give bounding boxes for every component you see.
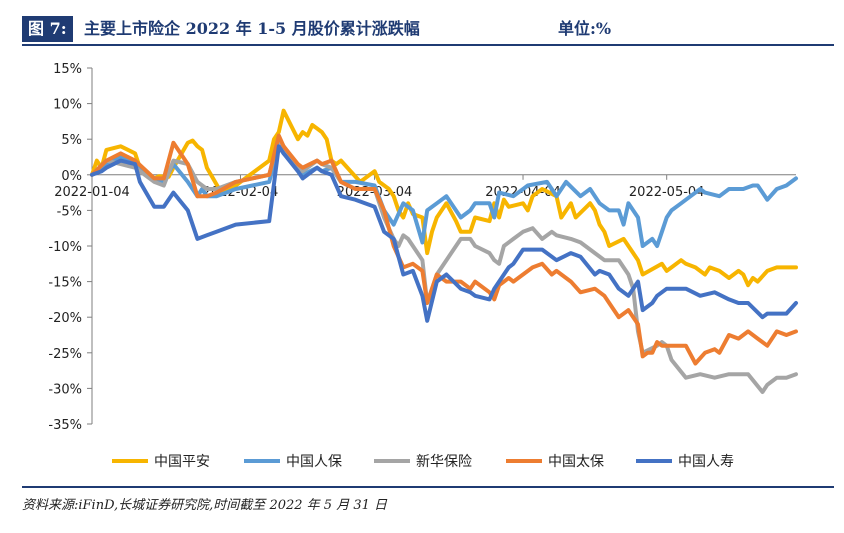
y-tick-label: -5% [57,204,82,219]
y-tick-label: -25% [48,347,82,362]
legend-label-2: 新华保险 [416,454,472,470]
figure-label: 图 7: [22,16,73,42]
x-tick-label: 2022-05-04 [629,185,705,200]
y-tick-label: -20% [48,311,82,326]
series-lines [90,108,798,394]
y-axis: 15% 10% 5% 0% -5% -10% -15% -20% -25% -30% -35% [48,62,93,433]
series-line-3 [90,133,798,366]
legend-label-1: 中国人保 [286,454,342,470]
unit-label: 单位:% [558,19,612,38]
legend-label-4: 中国人寿 [678,453,734,470]
y-tick-label: -30% [48,382,82,397]
chart-title: 主要上市险企 2022 年 1-5 月股价累计涨跌幅 [84,19,420,38]
x-tick-label: 2022-01-04 [54,185,130,200]
y-tick-label: -10% [48,240,82,255]
source-divider [22,486,834,488]
y-tick-label: 15% [53,62,82,77]
series-line-4 [90,144,798,323]
y-tick-label: -35% [48,418,82,433]
title-bar: 图 7: 主要上市险企 2022 年 1-5 月股价累计涨跌幅 单位:% [22,14,834,46]
source-note: 资料来源:iFinD,长城证券研究院,时间截至 2022 年 5 月 31 日 [22,498,388,513]
legend: 中国平安 中国人保 新华保险 中国太保 中国人寿 [112,453,734,470]
series-line-1 [90,144,798,248]
y-tick-label: 0% [61,169,82,184]
legend-label-3: 中国太保 [548,454,604,470]
series-line-0 [90,108,798,288]
y-tick-label: -15% [48,276,82,291]
y-tick-label: 10% [53,98,82,113]
legend-label-0: 中国平安 [154,454,210,470]
y-tick-label: 5% [61,133,82,148]
